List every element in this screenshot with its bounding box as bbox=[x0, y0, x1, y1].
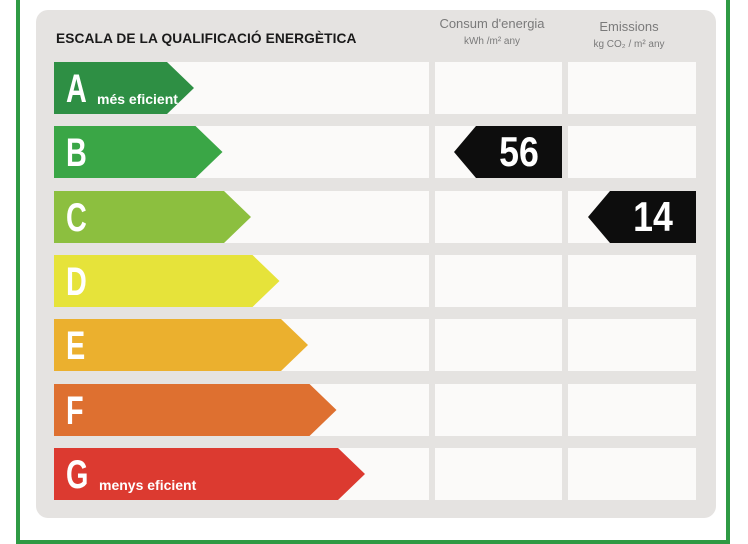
energy-class-note-g: menys eficient bbox=[99, 476, 197, 493]
emissions-cell-d bbox=[568, 254, 696, 307]
energy-class-bar-g bbox=[54, 447, 365, 500]
energy-class-letter-f: F bbox=[66, 388, 84, 433]
energy-class-letter-b: B bbox=[66, 131, 87, 176]
emissions-header-unit: kg CO₂ / m² any bbox=[593, 39, 665, 50]
emissions-header-title: Emissions bbox=[599, 19, 659, 34]
emissions-cell-b bbox=[568, 126, 696, 179]
consumption-cell-e bbox=[435, 319, 562, 372]
emissions-cell-g bbox=[568, 447, 696, 500]
scale-title: ESCALA DE LA QUALIFICACIÓ ENERGÈTICA bbox=[56, 30, 357, 46]
consumption-header-title: Consum d'energia bbox=[439, 16, 545, 31]
energy-class-letter-a: A bbox=[66, 67, 87, 111]
consumption-rating-pointer: 56 bbox=[454, 126, 562, 179]
energy-class-letter-c: C bbox=[66, 195, 87, 240]
energy-class-note-a: més eficient bbox=[97, 91, 178, 107]
emissions-cell-a bbox=[568, 62, 696, 114]
emissions-rating-value: 14 bbox=[633, 192, 673, 240]
energy-class-bar-f bbox=[54, 383, 337, 436]
energy-class-bar-b bbox=[54, 126, 223, 179]
emissions-cell-e bbox=[568, 319, 696, 372]
emissions-header: Emissions kg CO₂ / m² any bbox=[568, 19, 690, 52]
consumption-cell-c bbox=[435, 190, 562, 243]
consumption-header: Consum d'energia kWh /m² any bbox=[434, 16, 550, 49]
emissions-rating-pointer: 14 bbox=[588, 190, 696, 243]
energy-class-letter-g: G bbox=[66, 452, 89, 497]
consumption-cell-d bbox=[435, 254, 562, 307]
energy-class-bar-e bbox=[54, 319, 308, 372]
consumption-rating-value: 56 bbox=[499, 128, 539, 176]
consumption-cell-g bbox=[435, 447, 562, 500]
energy-class-letter-d: D bbox=[66, 259, 87, 304]
emissions-cell-f bbox=[568, 383, 696, 436]
consumption-header-unit: kWh /m² any bbox=[463, 36, 521, 47]
consumption-cell-f bbox=[435, 383, 562, 436]
consumption-cell-a bbox=[435, 62, 562, 114]
energy-class-bar-c bbox=[54, 190, 251, 243]
energy-class-bar-a bbox=[54, 62, 194, 114]
energy-class-bar-d bbox=[54, 254, 280, 307]
energy-class-letter-e: E bbox=[66, 324, 86, 369]
